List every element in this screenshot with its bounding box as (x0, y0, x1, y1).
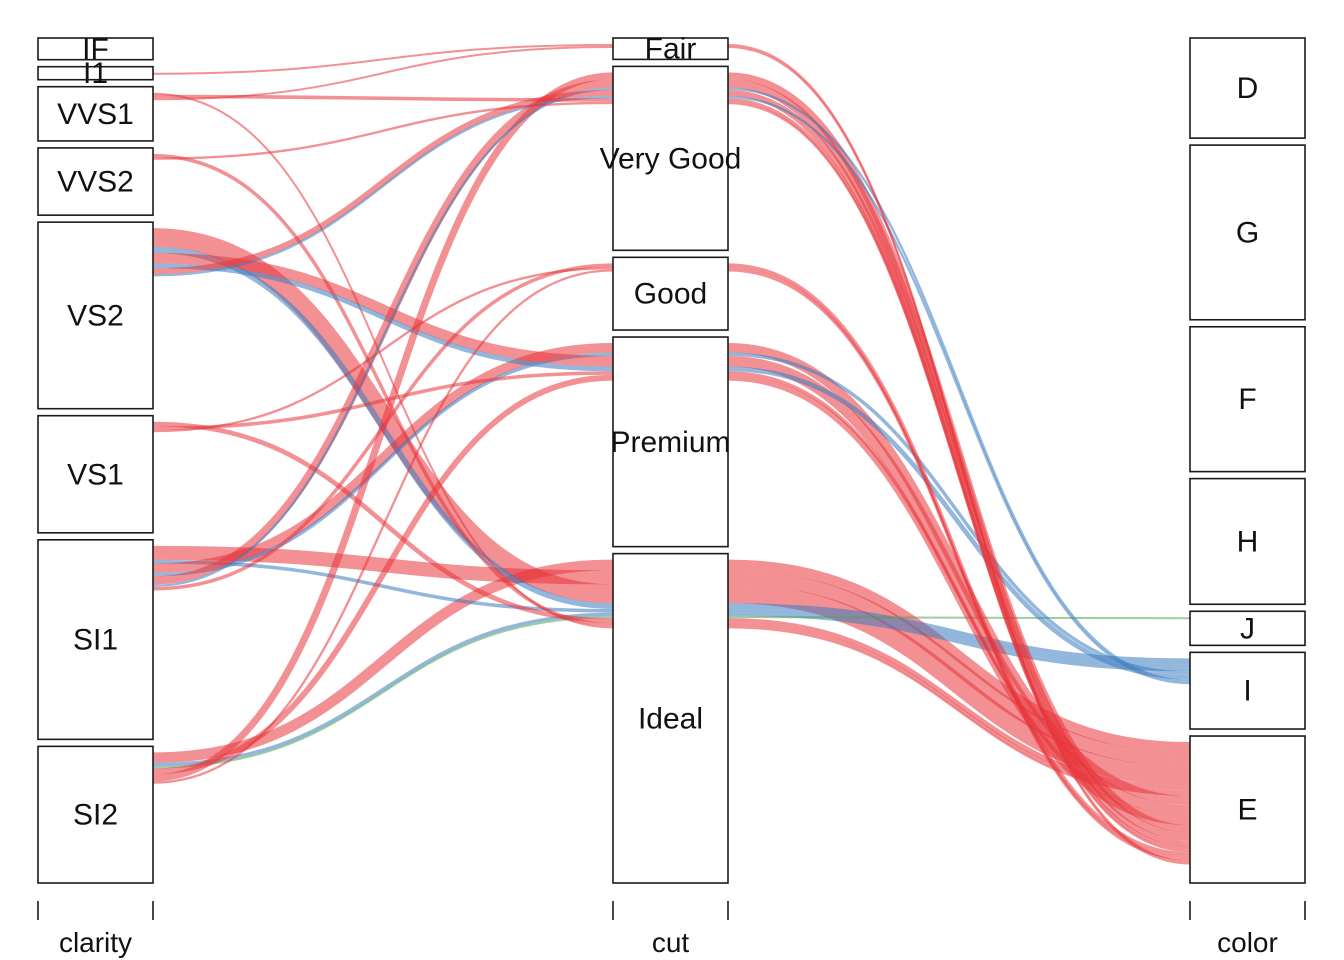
stratum-label-clarity-i1: I1 (83, 57, 108, 90)
stratum-box-cut-ideal (612, 552, 729, 884)
stratum-color-e: E (1189, 735, 1306, 884)
stratum-box-clarity-vvs1 (37, 85, 154, 142)
flow-vs1-ideal-e-seg1 (152, 421, 614, 623)
flow-si1-very-good-i-seg1 (152, 87, 614, 587)
stratum-box-color-h (1189, 477, 1306, 606)
stratum-clarity-vvs2: VVS2 (37, 147, 154, 216)
stratum-box-clarity-vs2 (37, 221, 154, 410)
stratum-box-clarity-si2 (37, 745, 154, 884)
stratum-label-color-f: F (1238, 383, 1256, 416)
axis-label-color: color (1217, 927, 1278, 958)
stratum-label-cut-premium: Premium (610, 426, 730, 459)
stratum-label-color-j: J (1240, 612, 1255, 645)
stratum-label-color-d: D (1237, 72, 1259, 105)
flow-vs2-premium-i-seg1 (152, 263, 614, 372)
flow-vs2-very-good-i-seg2 (727, 95, 1191, 685)
stratum-box-cut-very-good (612, 65, 729, 252)
stratum-box-cut-premium (612, 336, 729, 548)
stratum-box-clarity-vs1 (37, 414, 154, 534)
stratum-label-cut-ideal: Ideal (638, 702, 703, 735)
stratum-label-color-i: I (1243, 675, 1251, 708)
flow-si1-premium-i-seg1 (152, 352, 614, 577)
stratum-label-clarity-si2: SI2 (73, 799, 118, 832)
flow-si1-very-good-i-seg2 (727, 87, 1191, 682)
stratum-clarity-vs2: VS2 (37, 221, 154, 410)
stratum-box-color-f (1189, 325, 1306, 473)
stratum-label-color-e: E (1237, 794, 1257, 827)
stratum-clarity-si1: SI1 (37, 539, 154, 741)
stratum-clarity-vs1: VS1 (37, 414, 154, 534)
stratum-box-color-g (1189, 144, 1306, 321)
stratum-clarity-vvs1: VVS1 (37, 85, 154, 142)
stratum-box-color-i (1189, 651, 1306, 730)
stratum-clarity-if: IF (37, 33, 154, 66)
stratum-cut-fair: Fair (612, 33, 729, 66)
stratum-label-cut-fair: Fair (645, 33, 697, 66)
flow-layer (152, 44, 1191, 865)
flow-si2-good-e-seg1 (152, 269, 614, 784)
flow-vs2-ideal-i-seg2 (727, 603, 1191, 665)
stratum-label-clarity-vs2: VS2 (67, 299, 124, 332)
stratum-label-clarity-vvs2: VVS2 (57, 166, 134, 199)
stratum-clarity-si2: SI2 (37, 745, 154, 884)
flow-vs1-good-e-seg1 (152, 266, 614, 433)
stratum-label-color-g: G (1236, 216, 1259, 249)
flow-vvs1-fair-e-seg2 (727, 46, 1191, 865)
stratum-box-cut-good (612, 256, 729, 331)
flow-si1-very-good-e-seg1 (152, 79, 614, 585)
stratum-label-clarity-vvs1: VVS1 (57, 98, 134, 131)
stratum-box-color-e (1189, 735, 1306, 884)
stratum-color-f: F (1189, 325, 1306, 473)
flow-vs2-ideal-e-seg2 (727, 584, 1191, 786)
flow-si1-premium-e-seg1 (152, 343, 614, 573)
stratum-box-clarity-si1 (37, 539, 154, 741)
flow-si2-ideal-e-seg2 (727, 559, 1191, 753)
stratum-cut-premium: Premium (610, 336, 731, 548)
stratum-cut-very-good: Very Good (600, 65, 742, 252)
flow-vs2-very-good-e-seg1 (152, 90, 614, 275)
stratum-label-clarity-vs1: VS1 (67, 458, 124, 491)
stratum-box-color-d (1189, 37, 1306, 139)
stratum-cut-good: Good (612, 256, 729, 331)
flow-si1-good-e-seg1 (152, 263, 614, 591)
flow-i1-fair-e-seg1 (152, 44, 614, 75)
flow-si2-ideal-i-seg1 (152, 612, 614, 767)
flow-si2-ideal-j-seg1 (152, 616, 614, 769)
axis-layer: clarity cut color (37, 901, 1306, 958)
flow-si1-premium-i-seg2 (727, 352, 1191, 675)
stratum-label-clarity-si1: SI1 (73, 624, 118, 657)
stratum-label-cut-very-good: Very Good (600, 142, 742, 175)
stratum-clarity-i1: I1 (37, 57, 154, 90)
flow-si1-ideal-e-seg2 (727, 570, 1191, 767)
stratum-box-color-j (1189, 610, 1306, 647)
flow-si2-ideal-j-seg2 (727, 616, 1191, 620)
stratum-color-j: J (1189, 610, 1306, 647)
axis-label-clarity: clarity (59, 927, 132, 958)
stratum-color-h: H (1189, 477, 1306, 606)
stratum-label-cut-good: Good (634, 278, 707, 311)
flow-vvs2-very-good-e-seg1 (152, 101, 614, 160)
stratum-box-cut-fair (612, 37, 729, 61)
flow-vs1-premium-e-seg1 (152, 371, 614, 430)
flow-si2-premium-e-seg1 (152, 374, 614, 775)
stratum-cut-ideal: Ideal (612, 552, 729, 884)
stratum-box-clarity-if (37, 37, 154, 61)
stratum-color-i: I (1189, 651, 1306, 730)
flow-vvs2-very-good-e-seg2 (727, 101, 1191, 853)
stratum-box-clarity-vvs2 (37, 147, 154, 216)
flow-vvs1-fair-e-seg1 (152, 46, 614, 101)
stratum-color-g: G (1189, 144, 1306, 321)
stratum-color-d: D (1189, 37, 1306, 139)
stratum-label-clarity-if: IF (82, 33, 109, 66)
flow-si2-good-e-seg2 (727, 269, 1191, 861)
flow-vs2-premium-i-seg2 (727, 366, 1191, 680)
flow-vvs1-ideal-e-seg1 (152, 92, 614, 629)
axis-label-cut: cut (652, 927, 690, 958)
stratum-label-color-h: H (1237, 525, 1259, 558)
stratum-box-clarity-i1 (37, 65, 154, 81)
